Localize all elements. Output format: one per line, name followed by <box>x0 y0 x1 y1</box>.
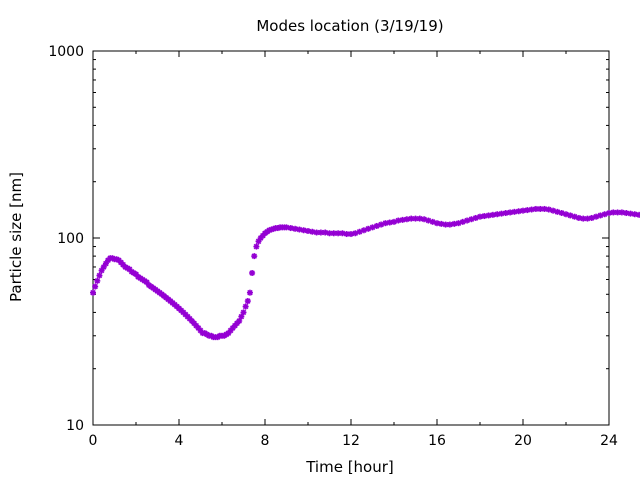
x-tick-label: 16 <box>428 433 446 449</box>
x-tick-label: 0 <box>89 433 98 449</box>
y-axis-label: Particle size [nm] <box>7 172 25 302</box>
data-point <box>631 211 638 218</box>
data-point <box>94 277 101 284</box>
data-point <box>515 208 522 215</box>
data-point <box>96 272 103 279</box>
data-point <box>481 213 488 220</box>
data-points <box>90 205 640 341</box>
y-tick-label: 10 <box>66 418 84 434</box>
data-point <box>520 207 526 214</box>
x-tick-label: 12 <box>342 433 360 449</box>
data-point <box>100 263 107 270</box>
data-point <box>242 303 249 310</box>
plot-border <box>92 50 610 426</box>
data-point <box>92 283 99 290</box>
data-point <box>240 309 247 316</box>
x-tick-label: 20 <box>514 433 532 449</box>
chart-title: Modes location (3/19/19) <box>256 17 443 35</box>
data-point <box>244 298 251 305</box>
data-point <box>253 243 260 250</box>
y-tick-label: 100 <box>57 231 84 247</box>
data-point <box>618 209 625 216</box>
data-point <box>416 215 423 222</box>
data-point <box>251 253 258 260</box>
x-tick-label: 8 <box>261 433 270 449</box>
data-point <box>317 229 324 236</box>
data-point <box>636 211 640 218</box>
data-point <box>249 269 256 276</box>
plot-frame <box>92 50 610 426</box>
x-axis-label: Time [hour] <box>305 458 394 476</box>
x-tick-label: 24 <box>600 433 618 449</box>
data-point <box>498 210 505 217</box>
y-tick-label: 1000 <box>48 44 84 60</box>
y-axis-ticks: 10 100 1000 <box>48 44 609 434</box>
data-point <box>597 212 604 219</box>
data-point <box>477 213 483 220</box>
data-point <box>528 206 535 213</box>
data-point <box>246 289 253 296</box>
data-point <box>511 208 518 215</box>
data-point <box>502 210 509 217</box>
x-tick-label: 4 <box>175 433 184 449</box>
x-axis-ticks: 0 4 8 12 16 20 24 <box>89 51 618 449</box>
data-point <box>330 230 337 237</box>
data-point <box>90 289 96 296</box>
